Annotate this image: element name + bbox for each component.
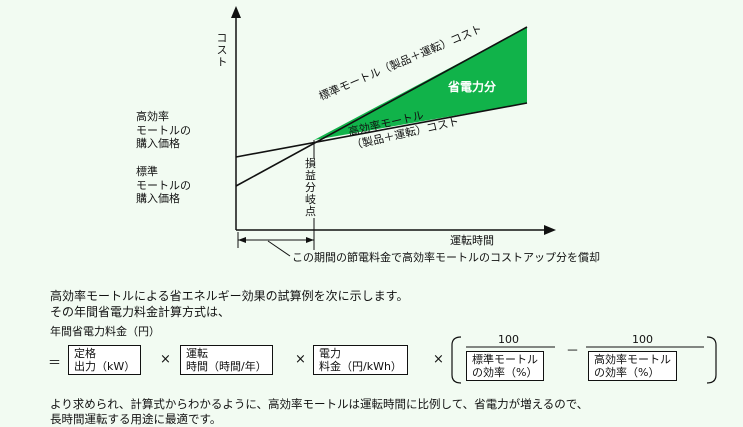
times-sign-2: × (295, 352, 306, 367)
intro-line-1: 高効率モートルによる省エネルギー効果の試算例を次に示します。 (50, 289, 409, 303)
times-sign-1: × (160, 352, 171, 367)
equals-sign: ＝ (48, 356, 62, 371)
formula-term-operating-hours: 運転 時間（時間/年） (180, 345, 273, 375)
x-axis-arrow (544, 225, 556, 235)
intro-line-2: その年間省電力料金計算方式は、 (50, 305, 231, 319)
denominator-high-efficiency: 高効率モートル の効率（%） (588, 351, 677, 381)
payback-leader (267, 240, 291, 257)
numerator-2: 100 (632, 333, 653, 346)
formula-title: 年間省電力料金（円） (50, 325, 160, 338)
minus-sign: － (566, 344, 580, 359)
payback-arrow-left (238, 237, 246, 243)
breakeven-label: 損 益 分 岐 点 (305, 157, 316, 218)
formula-right-bracket (706, 336, 717, 384)
payback-arrow-right (306, 237, 314, 243)
standard-motor-cost-line (235, 26, 528, 187)
saving-label: 省電力分 (448, 80, 497, 94)
high-efficiency-motor-cost-line (235, 102, 528, 158)
high-efficiency-price-label: 高効率 モートルの 購入価格 (136, 110, 191, 150)
y-axis-label: コスト (215, 32, 228, 68)
y-axis-arrow (231, 6, 241, 18)
x-axis-label: 運転時間 (450, 234, 494, 247)
standard-price-label: 標準 モートルの 購入価格 (136, 165, 191, 205)
formula-term-power-rate: 電力 料金（円/kWh） (313, 345, 408, 375)
payback-caption: この期間の節電料金で高効率モートルのコストアップ分を償却 (292, 251, 600, 264)
conclusion-line-1: より求められ、計算式からわかるように、高効率モートルは運転時間に比例して、省電力… (50, 397, 589, 411)
formula-left-bracket (451, 336, 462, 384)
times-sign-3: × (433, 352, 444, 367)
denominator-standard-efficiency: 標準モートル の効率（%） (466, 351, 544, 381)
numerator-1: 100 (498, 333, 519, 346)
conclusion-line-2: 長時間運転する用途に最適です。 (50, 412, 222, 426)
formula-term-rated-output: 定格 出力（kW） (68, 345, 142, 375)
